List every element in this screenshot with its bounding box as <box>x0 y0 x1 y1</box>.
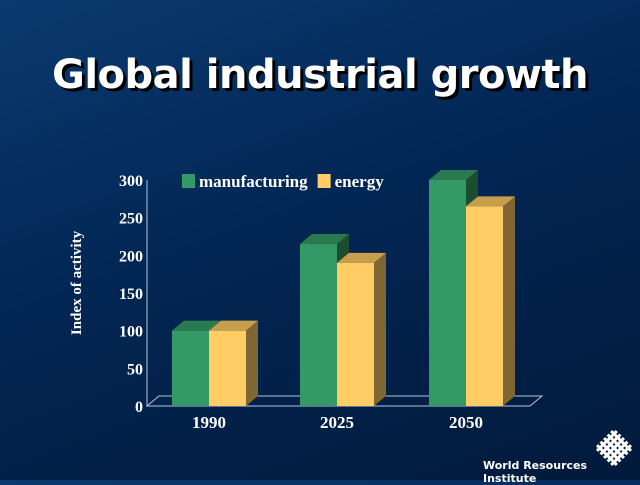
y-tick-label: 100 <box>119 324 143 341</box>
bar-manufacturing-1990 <box>172 330 209 406</box>
x-tick-label: 2025 <box>320 413 354 432</box>
bar-top <box>172 320 221 331</box>
y-axis-label: Index of activity <box>69 230 85 335</box>
bar-energy-2025 <box>337 262 374 406</box>
logo-strand <box>603 437 625 459</box>
footer-text: World Resources Institute <box>483 459 588 485</box>
x-tick-label: 2050 <box>449 413 483 432</box>
logo-strand <box>599 440 622 463</box>
wri-logo <box>595 429 633 467</box>
bar-top <box>337 252 386 263</box>
x-tick-label: 1990 <box>192 413 226 432</box>
y-tick-label: 300 <box>119 173 143 190</box>
bar-top <box>209 320 258 331</box>
y-tick-label: 0 <box>135 399 143 416</box>
legend-label: energy <box>335 172 385 191</box>
bar-top <box>466 196 515 207</box>
bar-side <box>374 252 386 406</box>
legend-swatch <box>317 174 331 188</box>
bar-top <box>300 234 349 245</box>
y-tick-label: 50 <box>127 361 143 378</box>
logo-strand <box>606 440 629 463</box>
logo-strand <box>595 444 618 467</box>
bar-side <box>246 320 258 406</box>
y-tick-label: 200 <box>119 248 143 265</box>
legend-swatch <box>182 174 195 188</box>
slide-title: Global industrial growth <box>52 52 588 98</box>
legend-label: manufacturing <box>199 172 308 191</box>
chart-floor <box>145 395 544 407</box>
y-tick-label: 250 <box>119 211 143 228</box>
bar-energy-1990 <box>209 330 246 406</box>
bar-manufacturing-2025 <box>300 244 337 406</box>
bar-manufacturing-2050 <box>429 180 466 406</box>
bar-side <box>503 196 515 406</box>
y-tick-label: 150 <box>119 286 143 303</box>
logo-strand <box>610 444 633 467</box>
bar-top <box>429 170 478 180</box>
bar-energy-2050 <box>466 206 503 406</box>
